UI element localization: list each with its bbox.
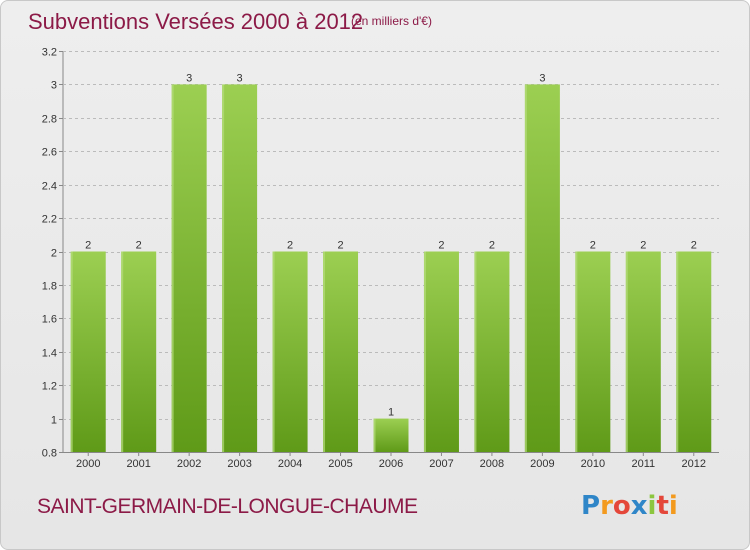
bar-highlight (373, 418, 376, 452)
logo-letter: o (612, 491, 631, 521)
data-label: 2 (85, 240, 91, 252)
commune-name: SAINT-GERMAIN-DE-LONGUE-CHAUME (37, 495, 418, 518)
x-tick-label: 2004 (278, 458, 302, 470)
x-tick-label: 2012 (682, 458, 706, 470)
data-label: 2 (640, 240, 646, 252)
chart-title: Subventions Versées 2000 à 2012 (28, 9, 364, 34)
x-tick-label: 2002 (177, 458, 201, 470)
bar-2004 (272, 251, 308, 452)
bar-2005 (323, 251, 359, 452)
data-label: 2 (489, 240, 495, 252)
bar-highlight (575, 251, 578, 452)
bar-2002 (171, 84, 207, 453)
data-label: 3 (237, 72, 243, 84)
data-label: 2 (136, 240, 142, 252)
x-tick-label: 2011 (631, 458, 655, 470)
y-tick-label: 2.4 (42, 181, 57, 193)
y-tick-label: 1.4 (42, 348, 57, 360)
bar-highlight (524, 84, 527, 453)
bar-2007 (423, 251, 459, 452)
x-tick-label: 2008 (480, 458, 504, 470)
y-tick-label: 2.8 (42, 114, 57, 126)
y-tick-label: 1.2 (42, 381, 57, 393)
x-tick-label: 2003 (227, 458, 251, 470)
y-tick-label: 2.2 (42, 214, 57, 226)
x-tick-label: 2006 (379, 458, 403, 470)
proxiti-logo: Proxiti (581, 491, 678, 521)
y-tick-label: 1.8 (42, 281, 57, 293)
logo-letter: i (647, 491, 657, 521)
bar-2008 (474, 251, 510, 452)
x-tick-label: 2000 (76, 458, 100, 470)
bar-2003 (222, 84, 258, 453)
bar-2012 (676, 251, 712, 452)
y-tick-label: 2.6 (42, 147, 57, 159)
data-label: 2 (337, 240, 343, 252)
logo-letter: r (600, 491, 613, 521)
y-tick-label: 1 (51, 415, 57, 427)
bar-highlight (625, 251, 628, 452)
bar-highlight (121, 251, 124, 452)
data-label: 2 (590, 240, 596, 252)
bar-highlight (474, 251, 477, 452)
bar-2010 (575, 251, 611, 452)
x-tick-label: 2010 (581, 458, 605, 470)
data-label: 3 (539, 72, 545, 84)
y-tick-label: 3 (51, 80, 57, 92)
data-label: 2 (691, 240, 697, 252)
x-tick-label: 2009 (530, 458, 554, 470)
data-label: 2 (287, 240, 293, 252)
logo-letter: x (630, 491, 648, 521)
bar-2001 (121, 251, 157, 452)
bar-highlight (423, 251, 426, 452)
x-tick-label: 2001 (126, 458, 150, 470)
data-label: 3 (186, 72, 192, 84)
x-tick-label: 2005 (328, 458, 352, 470)
bar-highlight (171, 84, 174, 453)
logo-letter: P (581, 491, 601, 521)
logo-letter: i (668, 491, 678, 521)
bar-highlight (272, 251, 275, 452)
bar-highlight (323, 251, 326, 452)
logo-letter: t (656, 491, 669, 521)
data-label: 1 (388, 407, 394, 419)
y-tick-label: 3.2 (42, 47, 57, 59)
chart-subtitle: (en milliers d'€) (351, 14, 432, 28)
bar-highlight (70, 251, 73, 452)
bar-2009 (524, 84, 560, 453)
bar-2000 (70, 251, 106, 452)
bar-highlight (676, 251, 679, 452)
bar-2011 (625, 251, 661, 452)
x-tick-label: 2007 (429, 458, 453, 470)
bar-highlight (222, 84, 225, 453)
y-tick-label: 0.8 (42, 448, 57, 460)
data-label: 2 (438, 240, 444, 252)
bar-2006 (373, 418, 409, 452)
y-tick-label: 1.6 (42, 314, 57, 326)
y-tick-label: 2 (51, 248, 57, 260)
